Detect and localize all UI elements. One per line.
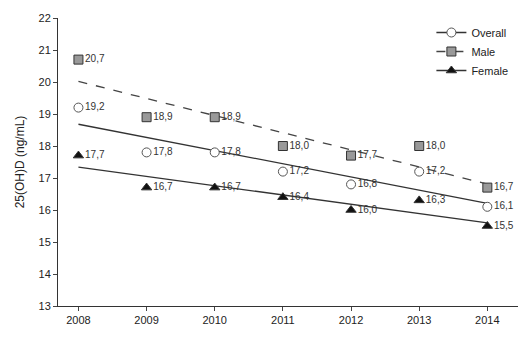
- svg-text:15,5: 15,5: [494, 220, 514, 231]
- svg-text:2013: 2013: [407, 314, 431, 326]
- svg-text:17: 17: [39, 172, 51, 184]
- svg-text:16: 16: [39, 204, 51, 216]
- svg-text:21: 21: [39, 44, 51, 56]
- svg-text:16,8: 16,8: [358, 178, 378, 189]
- svg-text:18,0: 18,0: [426, 140, 446, 151]
- svg-text:16,1: 16,1: [494, 200, 514, 211]
- svg-text:2011: 2011: [271, 314, 295, 326]
- svg-text:14: 14: [39, 268, 51, 280]
- svg-text:22: 22: [39, 12, 51, 24]
- svg-text:18,9: 18,9: [153, 111, 173, 122]
- svg-text:20,7: 20,7: [85, 53, 105, 64]
- svg-text:2012: 2012: [339, 314, 363, 326]
- svg-text:15: 15: [39, 236, 51, 248]
- svg-text:17,2: 17,2: [426, 165, 446, 176]
- svg-text:19: 19: [39, 108, 51, 120]
- svg-text:16,7: 16,7: [221, 181, 241, 192]
- svg-text:16,7: 16,7: [494, 181, 514, 192]
- svg-text:2008: 2008: [66, 314, 90, 326]
- svg-text:16,3: 16,3: [426, 194, 446, 205]
- svg-text:16,7: 16,7: [153, 181, 173, 192]
- svg-text:19,2: 19,2: [85, 101, 105, 112]
- svg-text:18,9: 18,9: [221, 111, 241, 122]
- svg-text:16,4: 16,4: [290, 191, 310, 202]
- svg-text:17,2: 17,2: [290, 165, 310, 176]
- svg-text:17,8: 17,8: [153, 146, 173, 157]
- svg-text:2010: 2010: [202, 314, 226, 326]
- svg-text:17,7: 17,7: [85, 149, 105, 160]
- svg-text:18: 18: [39, 140, 51, 152]
- svg-text:13: 13: [39, 300, 51, 312]
- svg-text:2014: 2014: [475, 314, 499, 326]
- svg-text:2009: 2009: [134, 314, 158, 326]
- svg-text:17,8: 17,8: [221, 146, 241, 157]
- svg-text:20: 20: [39, 76, 51, 88]
- svg-text:16,0: 16,0: [358, 204, 378, 215]
- svg-text:Male: Male: [471, 46, 495, 58]
- svg-text:Overall: Overall: [471, 27, 506, 39]
- svg-text:25(OH)D (ng/mL): 25(OH)D (ng/mL): [13, 116, 27, 209]
- svg-text:18,0: 18,0: [290, 140, 310, 151]
- svg-text:17,7: 17,7: [358, 149, 378, 160]
- svg-text:Female: Female: [471, 65, 508, 77]
